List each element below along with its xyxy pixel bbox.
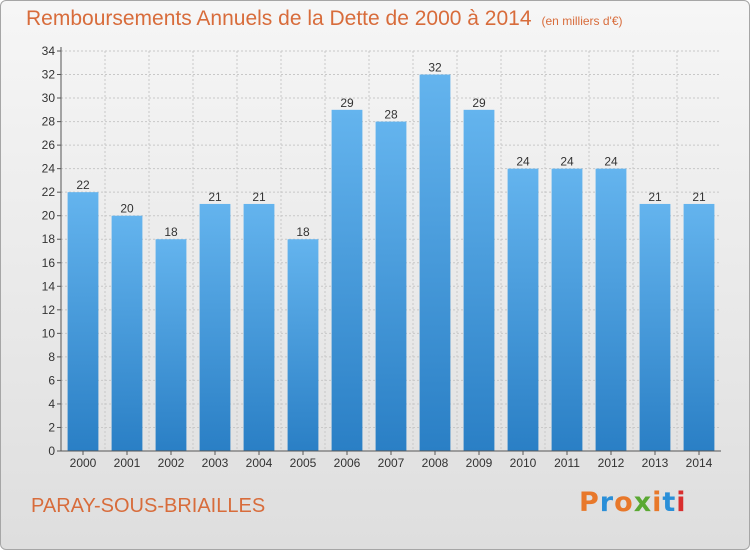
chart-unit: (en milliers d'€) <box>541 14 623 28</box>
x-tick-label: 2002 <box>158 456 185 470</box>
y-tick-label: 20 <box>42 209 56 223</box>
bar <box>111 215 143 451</box>
data-label: 22 <box>76 178 90 192</box>
y-tick-label: 34 <box>42 44 56 58</box>
bar <box>331 109 363 451</box>
x-tick-label: 2009 <box>466 456 493 470</box>
data-label: 24 <box>516 155 530 169</box>
data-label: 21 <box>692 190 706 204</box>
bar <box>155 239 187 451</box>
y-tick-label: 22 <box>42 185 56 199</box>
data-label: 20 <box>120 202 134 216</box>
x-tick-label: 2005 <box>290 456 317 470</box>
bar <box>595 168 627 451</box>
data-label: 28 <box>384 108 398 122</box>
y-tick-label: 8 <box>48 350 55 364</box>
chart-title: Remboursements Annuels de la Dette de 20… <box>26 7 623 31</box>
bar <box>507 168 539 451</box>
y-tick-label: 30 <box>42 91 56 105</box>
data-label: 21 <box>252 190 266 204</box>
x-tick-label: 2004 <box>246 456 273 470</box>
x-tick-label: 2001 <box>114 456 141 470</box>
logo-letter: o <box>614 487 634 518</box>
x-tick-label: 2014 <box>686 456 713 470</box>
logo-letter: x <box>633 487 653 518</box>
y-tick-label: 18 <box>42 232 56 246</box>
x-tick-label: 2003 <box>202 456 229 470</box>
bar <box>639 203 671 451</box>
commune-name: PARAY-SOUS-BRIAILLES <box>31 495 266 517</box>
data-label: 21 <box>208 190 222 204</box>
bar <box>683 203 715 451</box>
data-label: 29 <box>472 96 486 110</box>
y-tick-label: 0 <box>48 444 55 458</box>
x-tick-label: 2000 <box>70 456 97 470</box>
data-label: 24 <box>604 155 618 169</box>
bar <box>419 74 451 451</box>
data-labels: 22 20 18 21 21 18 29 28 32 29 24 24 24 21 21 <box>76 61 706 240</box>
x-tick-label: 2011 <box>554 456 580 470</box>
y-tick-label: 2 <box>48 420 55 434</box>
logo-letter: i <box>652 487 663 518</box>
x-tick-label: 2007 <box>378 456 405 470</box>
bars <box>67 74 715 452</box>
proxiti-logo: Proxiti <box>579 487 687 518</box>
y-tick-label: 16 <box>42 256 56 270</box>
data-label: 21 <box>648 190 662 204</box>
data-label: 18 <box>164 225 178 239</box>
y-tick-label: 4 <box>48 397 55 411</box>
y-tick-label: 26 <box>42 138 56 152</box>
x-tick-label: 2006 <box>334 456 361 470</box>
x-tick-label: 2010 <box>510 456 537 470</box>
data-label: 29 <box>340 96 354 110</box>
y-tick-label: 14 <box>42 279 56 293</box>
bar <box>463 109 495 451</box>
y-tick-label: 24 <box>42 162 56 176</box>
bar <box>67 192 99 452</box>
data-label: 18 <box>296 225 310 239</box>
bar <box>243 203 275 451</box>
x-tick-label: 2012 <box>598 456 625 470</box>
y-tick-label: 12 <box>42 303 56 317</box>
logo-letter: t <box>662 487 677 518</box>
data-label: 24 <box>560 155 574 169</box>
y-tick-label: 10 <box>42 326 56 340</box>
y-tick-label: 32 <box>42 68 56 82</box>
logo-letter: r <box>599 487 615 518</box>
bar <box>551 168 583 451</box>
bar <box>287 239 319 451</box>
x-tick-label: 2013 <box>642 456 669 470</box>
data-label: 32 <box>428 61 442 75</box>
logo-letter: i <box>676 487 687 518</box>
y-tick-label: 6 <box>48 373 55 387</box>
chart-title-text: Remboursements Annuels de la Dette de 20… <box>26 7 532 30</box>
bar <box>375 121 407 452</box>
bar <box>199 203 231 451</box>
y-tick-label: 28 <box>42 115 56 129</box>
logo-letter: P <box>579 487 600 518</box>
x-tick-label: 2008 <box>422 456 449 470</box>
